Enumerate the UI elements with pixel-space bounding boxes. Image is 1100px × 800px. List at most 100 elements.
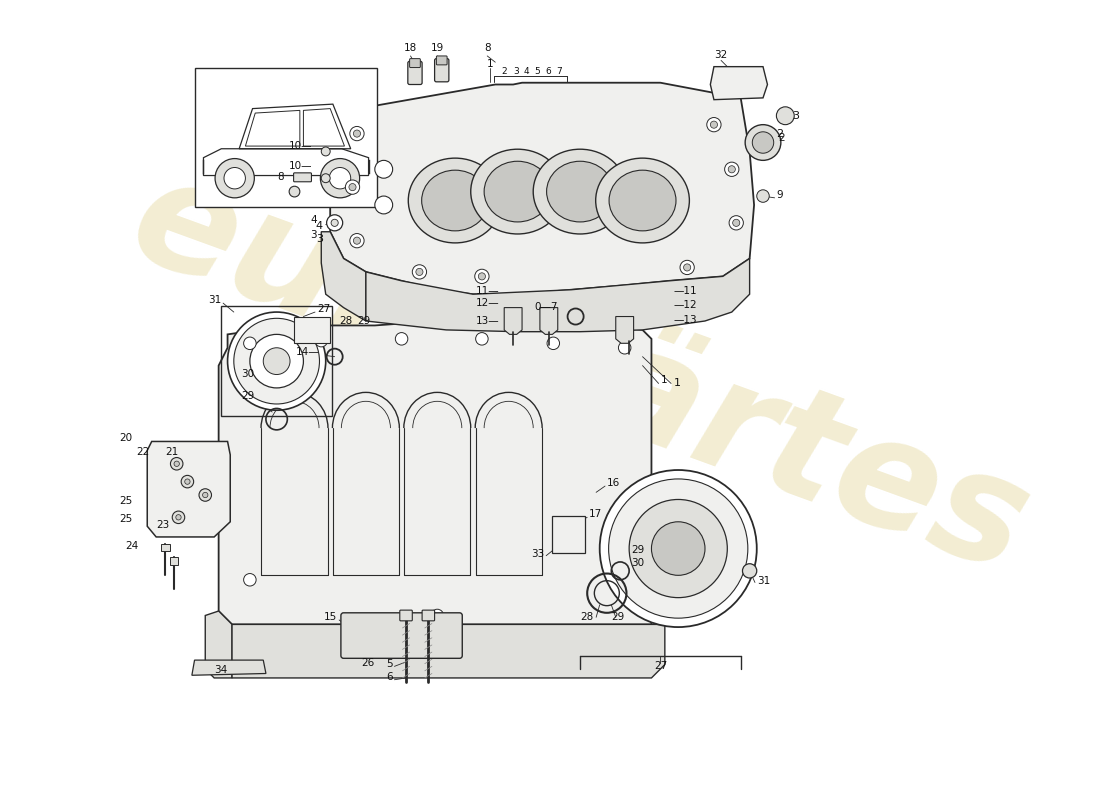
Circle shape (320, 158, 360, 198)
FancyBboxPatch shape (408, 62, 422, 85)
Bar (295, 317, 330, 343)
Text: 9: 9 (777, 190, 783, 200)
FancyBboxPatch shape (409, 58, 420, 67)
Circle shape (327, 214, 343, 231)
Circle shape (224, 167, 245, 189)
Text: 5: 5 (535, 66, 540, 76)
Circle shape (618, 342, 631, 354)
Ellipse shape (609, 170, 676, 231)
Text: 31: 31 (208, 295, 221, 305)
Text: 6: 6 (386, 672, 393, 682)
Circle shape (321, 174, 330, 182)
Polygon shape (232, 625, 664, 678)
Text: 26: 26 (362, 658, 375, 668)
Polygon shape (711, 66, 768, 100)
Text: 18: 18 (404, 42, 417, 53)
Text: 27: 27 (653, 661, 667, 671)
Circle shape (745, 125, 781, 160)
Circle shape (475, 333, 488, 345)
Text: 30: 30 (241, 370, 254, 379)
Text: 14—: 14— (296, 347, 319, 357)
Circle shape (777, 107, 794, 125)
Circle shape (228, 312, 326, 410)
Text: 1: 1 (660, 375, 667, 386)
Ellipse shape (547, 162, 614, 222)
Circle shape (350, 234, 364, 248)
Text: 17: 17 (588, 510, 602, 519)
Polygon shape (321, 232, 366, 321)
Circle shape (170, 458, 183, 470)
Circle shape (478, 273, 485, 280)
Text: 4: 4 (524, 66, 529, 76)
Text: 20: 20 (119, 434, 132, 443)
Text: 30: 30 (631, 558, 645, 568)
Circle shape (234, 318, 319, 404)
Circle shape (752, 132, 773, 154)
Circle shape (250, 334, 304, 388)
Ellipse shape (408, 158, 502, 243)
Circle shape (331, 219, 338, 226)
Circle shape (176, 514, 182, 520)
Text: 23: 23 (156, 520, 169, 530)
FancyBboxPatch shape (294, 173, 311, 182)
FancyBboxPatch shape (422, 610, 435, 621)
Circle shape (683, 264, 691, 271)
Text: 29: 29 (631, 545, 645, 555)
Circle shape (202, 492, 208, 498)
Text: 29: 29 (241, 390, 254, 401)
Circle shape (243, 337, 256, 350)
Circle shape (629, 499, 727, 598)
Text: 2: 2 (778, 133, 784, 142)
Text: 33: 33 (531, 550, 544, 559)
Bar (551, 515, 585, 553)
Text: a quality parts since 1985: a quality parts since 1985 (229, 404, 717, 613)
Text: 1: 1 (674, 378, 681, 389)
Bar (169, 558, 178, 565)
Text: —12: —12 (674, 300, 697, 310)
Circle shape (182, 475, 194, 488)
FancyBboxPatch shape (399, 610, 412, 621)
Text: 29: 29 (358, 316, 371, 326)
Text: 19: 19 (431, 42, 444, 53)
Ellipse shape (421, 170, 488, 231)
Text: 3: 3 (513, 66, 519, 76)
Circle shape (353, 237, 361, 244)
Text: 28: 28 (339, 316, 352, 326)
Text: 1: 1 (486, 59, 493, 69)
Text: euröPärtes: euröPärtes (112, 144, 1047, 606)
Circle shape (757, 190, 769, 202)
Circle shape (289, 186, 300, 197)
Polygon shape (504, 308, 522, 334)
Text: 4: 4 (316, 221, 323, 230)
Circle shape (416, 268, 424, 275)
Circle shape (728, 166, 735, 173)
Circle shape (618, 574, 631, 586)
Text: 28: 28 (580, 612, 593, 622)
Text: 24: 24 (125, 541, 139, 550)
Circle shape (263, 348, 290, 374)
Text: 8: 8 (277, 172, 284, 182)
Circle shape (243, 574, 256, 586)
Text: 12—: 12— (476, 298, 499, 308)
Text: 13—: 13— (476, 316, 499, 326)
Text: 3: 3 (316, 234, 323, 244)
Text: —13: —13 (674, 314, 697, 325)
Text: 21: 21 (165, 447, 178, 457)
Text: 27: 27 (317, 304, 330, 314)
Circle shape (431, 610, 443, 622)
Text: 2: 2 (777, 129, 783, 138)
Circle shape (199, 489, 211, 502)
Circle shape (329, 167, 351, 189)
Circle shape (216, 158, 254, 198)
Polygon shape (540, 308, 558, 334)
Text: 25: 25 (119, 514, 132, 524)
Circle shape (733, 219, 740, 226)
Text: 10—: 10— (289, 141, 312, 150)
Ellipse shape (534, 150, 627, 234)
Text: 32: 32 (714, 50, 728, 60)
Circle shape (412, 265, 427, 279)
Polygon shape (191, 660, 266, 675)
Text: 22: 22 (136, 447, 150, 457)
Circle shape (729, 216, 744, 230)
Bar (195, 69, 377, 206)
